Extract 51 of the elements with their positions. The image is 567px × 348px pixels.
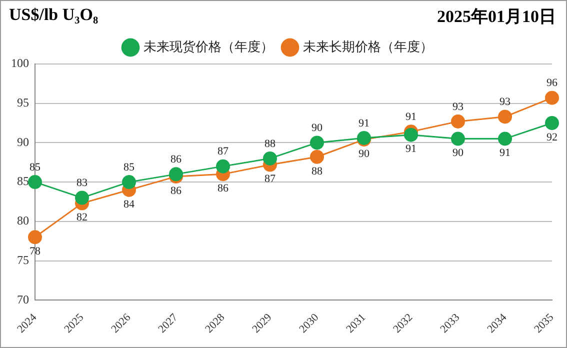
y-tick-label: 100 bbox=[11, 56, 29, 70]
data-label: 88 bbox=[264, 138, 276, 150]
data-label: 86 bbox=[170, 154, 182, 166]
chart-subtitle: 2025年01月10日 bbox=[437, 6, 556, 28]
point bbox=[310, 150, 324, 164]
point bbox=[263, 151, 277, 166]
data-label: 87 bbox=[264, 173, 276, 186]
data-label: 93 bbox=[452, 100, 464, 113]
point bbox=[28, 175, 42, 190]
legend-label: 未来长期价格（年度） bbox=[303, 38, 433, 55]
data-label: 93 bbox=[500, 96, 511, 108]
y-tick-label: 85 bbox=[17, 174, 29, 188]
data-label: 78 bbox=[30, 246, 41, 258]
data-label: 91 bbox=[406, 111, 416, 124]
data-label: 90 bbox=[452, 147, 464, 160]
data-label: 91 bbox=[358, 117, 370, 130]
point bbox=[498, 132, 512, 146]
data-label: 91 bbox=[500, 147, 510, 160]
data-label: 82 bbox=[76, 212, 88, 224]
point bbox=[122, 175, 136, 190]
data-label: 90 bbox=[358, 148, 370, 160]
point bbox=[310, 136, 324, 150]
data-label: 91 bbox=[406, 143, 416, 156]
data-label: 86 bbox=[218, 182, 229, 195]
point bbox=[216, 159, 230, 174]
data-label: 85 bbox=[30, 161, 41, 174]
y-tick-label: 90 bbox=[17, 134, 29, 149]
chart-title: US$/lb U₃O₈ bbox=[9, 5, 98, 25]
point bbox=[545, 90, 559, 105]
y-tick-label: 95 bbox=[17, 96, 29, 110]
y-tick-label: 75 bbox=[17, 252, 29, 267]
point bbox=[28, 230, 42, 244]
point bbox=[404, 128, 418, 142]
y-tick-label: 70 bbox=[17, 292, 29, 306]
data-label: 92 bbox=[546, 131, 558, 144]
data-label: 96 bbox=[546, 77, 558, 90]
point bbox=[545, 116, 559, 130]
data-label: 90 bbox=[312, 122, 323, 134]
point bbox=[75, 190, 89, 205]
data-label: 84 bbox=[124, 198, 135, 210]
data-label: 85 bbox=[124, 161, 135, 174]
y-tick-label: 80 bbox=[17, 214, 29, 228]
point bbox=[498, 110, 512, 124]
data-label: 83 bbox=[76, 177, 88, 190]
data-label: 88 bbox=[312, 165, 323, 178]
point bbox=[451, 132, 465, 146]
legend-label: 未来现货价格（年度） bbox=[144, 38, 274, 55]
point bbox=[451, 114, 465, 128]
point bbox=[169, 167, 183, 182]
data-label: 87 bbox=[218, 146, 229, 158]
data-label: 86 bbox=[170, 184, 182, 197]
